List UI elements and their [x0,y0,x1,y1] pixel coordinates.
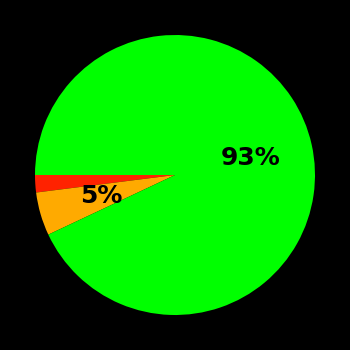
Wedge shape [35,175,175,192]
Text: 5%: 5% [80,184,122,209]
Wedge shape [35,35,315,315]
Text: 93%: 93% [220,146,280,170]
Wedge shape [36,175,175,234]
